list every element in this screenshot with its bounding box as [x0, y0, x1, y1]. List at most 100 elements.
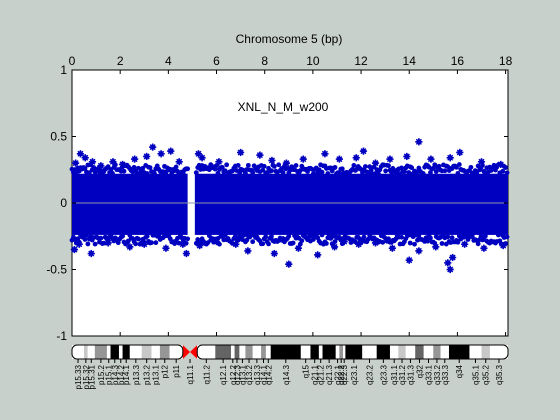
x-tick-label: 8	[261, 54, 268, 68]
outlier-point	[143, 152, 151, 161]
data-point	[504, 234, 510, 240]
data-point	[399, 234, 404, 240]
ideogram-band	[345, 345, 363, 359]
data-band-q-arm	[194, 173, 508, 235]
ideogram-band	[362, 345, 377, 359]
data-point	[263, 234, 269, 240]
band-label: p14.1	[122, 364, 131, 385]
outlier-point	[149, 143, 157, 151]
band-label: q12.1	[219, 364, 228, 385]
data-point	[469, 234, 475, 239]
chart-title: Chromosome 5 (bp)	[236, 32, 343, 46]
ideogram-band	[72, 345, 85, 359]
outlier-point	[330, 243, 339, 251]
data-point	[151, 170, 157, 176]
band-label: q14.2	[264, 364, 273, 385]
data-point	[147, 165, 153, 170]
data-point	[84, 232, 89, 238]
band-label: q13.2	[245, 364, 254, 385]
data-point	[131, 164, 137, 170]
outlier-point	[371, 159, 380, 167]
centromere-right	[190, 345, 198, 359]
outlier-point	[480, 244, 488, 252]
ideogram-band	[469, 345, 482, 359]
outlier-point	[299, 155, 307, 163]
data-layer	[69, 138, 510, 274]
centromere-left	[182, 345, 191, 359]
data-point	[474, 170, 480, 176]
ideogram-band	[433, 345, 441, 359]
data-point	[153, 240, 159, 246]
outlier-point	[104, 239, 112, 247]
data-point	[482, 233, 488, 239]
band-label: q12.2	[229, 364, 238, 385]
data-point	[455, 239, 461, 245]
outlier-point	[179, 240, 187, 248]
axes-layer: 0 2 4 6 8 10 12 14 16 18 1 0.5 0 -0.5 -1	[46, 54, 512, 343]
ideogram-band	[106, 345, 111, 359]
data-point	[120, 233, 125, 239]
ideogram-band	[310, 345, 319, 359]
data-point	[85, 241, 91, 247]
outlier-point	[403, 152, 411, 161]
data-point	[386, 163, 391, 169]
data-point	[299, 238, 305, 244]
data-point	[503, 165, 508, 170]
band-label: p13.1	[152, 364, 161, 385]
data-point	[260, 241, 266, 247]
data-point	[149, 240, 154, 246]
outlier-point	[157, 150, 165, 158]
data-point	[425, 238, 430, 244]
outlier-point	[198, 154, 206, 162]
data-point	[136, 236, 141, 242]
band-label: q11.1	[186, 364, 195, 384]
ideogram-band	[169, 345, 183, 359]
outlier-point	[87, 249, 95, 258]
data-point	[409, 165, 415, 171]
ideogram-band	[265, 345, 271, 359]
ideogram-band	[405, 345, 416, 359]
data-point	[244, 237, 250, 243]
ideogram-band	[300, 345, 311, 359]
x-tick-label: 4	[165, 54, 172, 68]
outlier-point	[268, 156, 276, 165]
data-point	[271, 163, 277, 169]
data-point	[420, 171, 426, 176]
ideogram-band	[215, 345, 231, 359]
data-point	[362, 164, 368, 169]
data-point	[319, 232, 325, 238]
outlier-point	[446, 265, 454, 274]
ideogram-band	[84, 345, 88, 359]
outlier-point	[444, 259, 452, 267]
data-point	[439, 241, 445, 246]
band-label: p12	[161, 364, 170, 378]
outlier-point	[232, 240, 240, 248]
outlier-point	[321, 150, 329, 158]
band-label: q31.1	[390, 364, 399, 385]
data-point	[332, 164, 338, 170]
data-point	[500, 168, 506, 174]
outlier-point	[162, 244, 170, 252]
band-label: q13.3	[253, 364, 262, 385]
outlier-point	[386, 155, 394, 163]
band-label: q31.2	[398, 364, 407, 385]
x-tick-label: 16	[451, 54, 465, 68]
outlier-point	[244, 247, 252, 255]
data-point	[193, 170, 199, 176]
outlier-point	[97, 162, 105, 170]
outlier-point	[497, 160, 505, 169]
data-point	[475, 241, 481, 247]
data-point	[351, 163, 357, 168]
ideogram-band	[448, 345, 470, 359]
band-label: q21.2	[317, 364, 326, 385]
outlier-point	[285, 260, 293, 268]
data-point	[169, 171, 175, 177]
band-label: p15.33	[74, 364, 83, 389]
outlier-point	[76, 150, 85, 158]
band-label: p15.2	[97, 364, 106, 385]
outlier-point	[432, 243, 440, 251]
outlier-point	[237, 148, 245, 157]
outlier-point	[335, 155, 343, 163]
band-label: p15.31	[87, 364, 96, 389]
